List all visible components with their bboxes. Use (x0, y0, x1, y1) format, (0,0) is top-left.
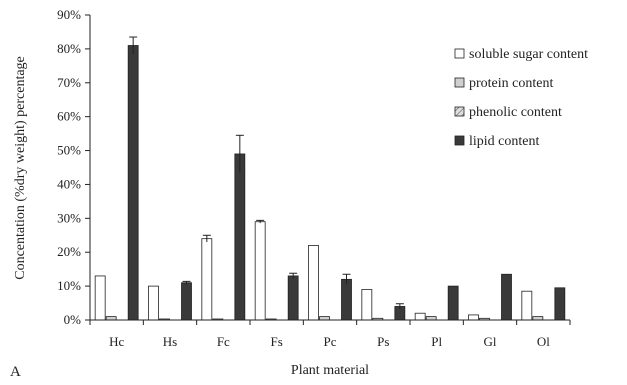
x-tick-label: Ol (537, 334, 550, 349)
x-tick-label: Ps (377, 334, 389, 349)
panel-label: A (10, 364, 21, 380)
y-tick-label: 50% (57, 143, 81, 158)
legend-swatch-soluble-sugar-content (454, 48, 465, 59)
bar-lipid-content-Ol (554, 287, 566, 321)
bar-soluble-sugar-content-Ps (361, 289, 373, 321)
x-axis-ticks: Hc Hs Fc Fs Pc Ps Pl Gl Ol (89, 320, 571, 349)
y-tick-label: 30% (57, 210, 81, 225)
x-tick-label: Pl (431, 334, 442, 349)
bar-soluble-sugar-content-Pc (308, 245, 319, 321)
bar-lipid-content-Pc (341, 278, 352, 321)
bar-soluble-sugar-content-Fc (201, 238, 213, 321)
bar-soluble-sugar-content-Hc (94, 275, 106, 321)
bar-protein-content-Pl (425, 316, 437, 321)
y-tick-label: 0% (64, 312, 82, 327)
y-axis-ticks: 0% 10% 20% 30% 40% 50% 60% 70% 80% 90% (57, 7, 90, 327)
y-tick-label: 90% (57, 7, 81, 22)
legend-label: soluble sugar content (469, 47, 588, 62)
bar-soluble-sugar-content-Fs (254, 221, 266, 321)
x-tick-label: Pc (324, 334, 337, 349)
legend-label: phenolic content (469, 105, 562, 120)
legend: soluble sugar content protein content phen… (454, 47, 588, 149)
bar-lipid-content-Gl (501, 273, 512, 321)
bar-soluble-sugar-content-Ol (521, 290, 533, 321)
bar-lipid-content-Pl (447, 285, 459, 321)
bar-lipid-content-Fc (234, 153, 246, 321)
legend-label: protein content (469, 76, 553, 91)
bar-soluble-sugar-content-Gl (468, 314, 479, 321)
bar-protein-content-Pc (319, 316, 330, 321)
y-tick-label: 80% (57, 41, 81, 56)
bar-soluble-sugar-content-Hs (148, 285, 159, 321)
bar-protein-content-Hc (105, 316, 117, 321)
bar-lipid-content-Hs (181, 282, 192, 321)
y-tick-label: 60% (57, 109, 81, 124)
bar-soluble-sugar-content-Pl (414, 312, 426, 321)
x-tick-label: Hc (109, 334, 124, 349)
x-tick-label: Gl (484, 334, 497, 349)
x-tick-label: Fc (217, 334, 230, 349)
y-tick-label: 70% (57, 75, 81, 90)
legend-swatch-lipid-content (454, 135, 465, 146)
y-tick-label: 10% (57, 278, 81, 293)
y-tick-label: 20% (57, 244, 81, 259)
bars (94, 36, 566, 321)
y-tick-label: 40% (57, 176, 81, 191)
bar-lipid-content-Hc (127, 45, 139, 321)
x-tick-label: Hs (163, 334, 177, 349)
y-axis-title: Concentation (%dry weight) percentage (13, 56, 28, 280)
legend-label: lipid content (469, 134, 539, 149)
bar-lipid-content-Fs (287, 275, 299, 321)
x-axis-title: Plant material (291, 363, 369, 378)
bar-protein-content-Ol (532, 316, 544, 321)
legend-swatch-phenolic-content (454, 106, 465, 117)
legend-swatch-protein-content (454, 77, 465, 88)
x-tick-label: Fs (271, 334, 283, 349)
